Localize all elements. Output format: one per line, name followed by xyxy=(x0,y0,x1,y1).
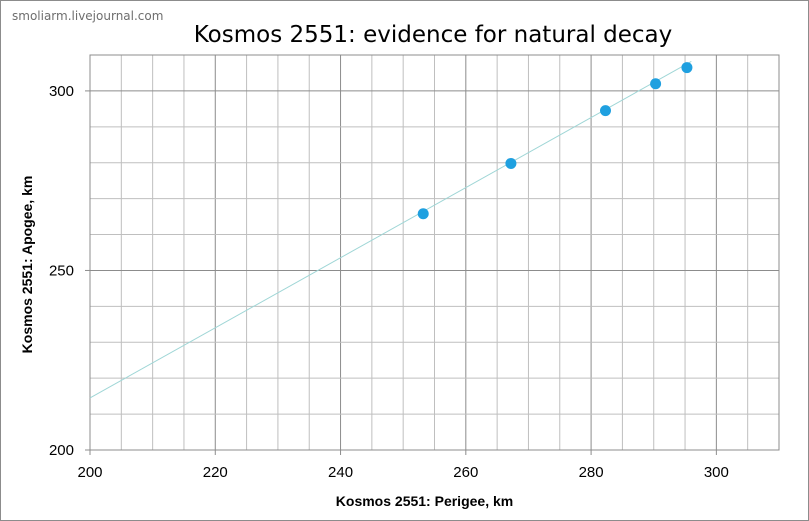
y-tick-label: 300 xyxy=(49,83,74,100)
trendline xyxy=(89,61,692,399)
x-tick-label: 260 xyxy=(453,464,478,481)
plot-area-border xyxy=(89,54,780,451)
data-points xyxy=(417,62,693,220)
grid xyxy=(89,54,780,451)
x-axis-ticks: 200 220 240 260 280 300 xyxy=(77,450,729,481)
y-tick-label: 200 xyxy=(49,442,74,459)
data-point xyxy=(650,78,662,90)
x-tick-label: 280 xyxy=(579,464,604,481)
chart-title: Kosmos 2551: evidence for natural decay xyxy=(193,22,673,48)
x-tick-label: 200 xyxy=(77,464,102,481)
data-point xyxy=(599,105,611,117)
data-point xyxy=(681,62,693,74)
data-point xyxy=(417,208,429,220)
x-axis-label: Kosmos 2551: Perigee, km xyxy=(336,493,513,509)
x-tick-label: 220 xyxy=(203,464,228,481)
x-tick-label: 300 xyxy=(704,464,729,481)
y-axis-ticks: 200 250 300 xyxy=(49,83,90,459)
x-tick-label: 240 xyxy=(328,464,353,481)
watermark: smoliarm.livejournal.com xyxy=(12,9,164,23)
y-axis-label: Kosmos 2551: Apogee, km xyxy=(19,176,35,354)
y-tick-label: 250 xyxy=(49,262,74,279)
data-point xyxy=(505,157,517,169)
